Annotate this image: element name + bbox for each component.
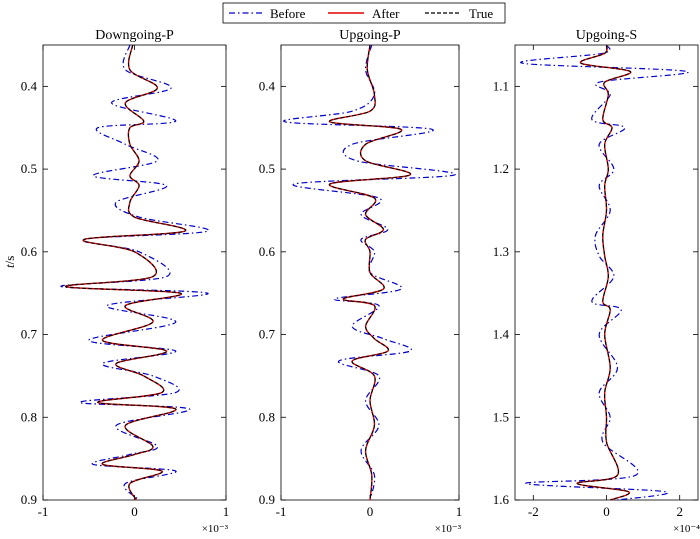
y-tick-label: 1.2 — [493, 161, 509, 176]
series-after-line — [576, 44, 632, 501]
series-after-line — [329, 44, 411, 501]
legend-after-label: After — [372, 6, 400, 21]
x-tick-label: 2 — [676, 504, 683, 519]
legend: Before After True — [222, 2, 506, 24]
y-tick-label: 1.4 — [493, 327, 510, 342]
series-true-line — [576, 44, 632, 501]
x-tick-label: -2 — [528, 504, 539, 519]
series-before-line — [520, 44, 689, 501]
y-tick-label: 0.6 — [21, 244, 38, 259]
series-true-line — [65, 44, 187, 501]
y-tick-label: 0.4 — [21, 78, 38, 93]
series-before-line — [60, 44, 210, 501]
x-tick-label: 1 — [456, 504, 463, 519]
panel-title: Downgoing-P — [95, 28, 174, 43]
y-tick-label: 0.7 — [21, 327, 38, 342]
y-tick-label: 0.9 — [259, 492, 275, 507]
y-tick-label: 0.8 — [21, 409, 37, 424]
y-tick-label: 0.7 — [259, 327, 276, 342]
y-tick-label: 0.6 — [259, 244, 276, 259]
y-tick-label: 1.5 — [493, 409, 509, 424]
series-before-line — [283, 44, 456, 501]
x-tick-label: -1 — [38, 504, 49, 519]
y-tick-label: 0.4 — [259, 78, 276, 93]
x-exponent-label: ×10⁻⁴ — [673, 523, 700, 535]
y-tick-label: 1.1 — [493, 78, 509, 93]
y-tick-label: 1.6 — [493, 492, 510, 507]
panel-title: Upgoing-S — [576, 28, 637, 43]
panel-upgoing-s: Upgoing-S 1.1 1.2 1.3 1.4 1.5 1.6 -2 0 2 ×10⁻⁴ — [493, 28, 700, 535]
y-tick-label: 0.9 — [21, 492, 37, 507]
y-tick-label: 0.8 — [259, 409, 275, 424]
series-after-line — [65, 44, 187, 501]
x-tick-label: -1 — [276, 504, 287, 519]
legend-before-label: Before — [270, 6, 306, 21]
x-tick-label: 0 — [367, 504, 374, 519]
y-tick-label: 1.3 — [493, 244, 509, 259]
y-tick-label: 0.5 — [21, 161, 37, 176]
series-true-line — [329, 44, 411, 501]
panel-downgoing-p: Downgoing-P 0.4 0.5 0.6 0.7 0.8 0.9-1 0 1 ×10⁻³ — [21, 28, 230, 535]
x-tick-label: 0 — [603, 504, 610, 519]
x-exponent-label: ×10⁻³ — [202, 523, 229, 535]
panel-upgoing-p: Upgoing-P 0.4 0.5 0.6 0.7 0.8 0.9-1 0 1 ×10⁻³ — [259, 28, 463, 535]
y-tick-label: 0.5 — [259, 161, 275, 176]
panel-title: Upgoing-P — [339, 28, 401, 43]
y-axis-label: t/s — [2, 256, 17, 268]
legend-true-label: True — [469, 6, 493, 21]
x-exponent-label: ×10⁻³ — [435, 523, 462, 535]
x-tick-label: 1 — [223, 504, 230, 519]
x-tick-label: 0 — [131, 504, 138, 519]
